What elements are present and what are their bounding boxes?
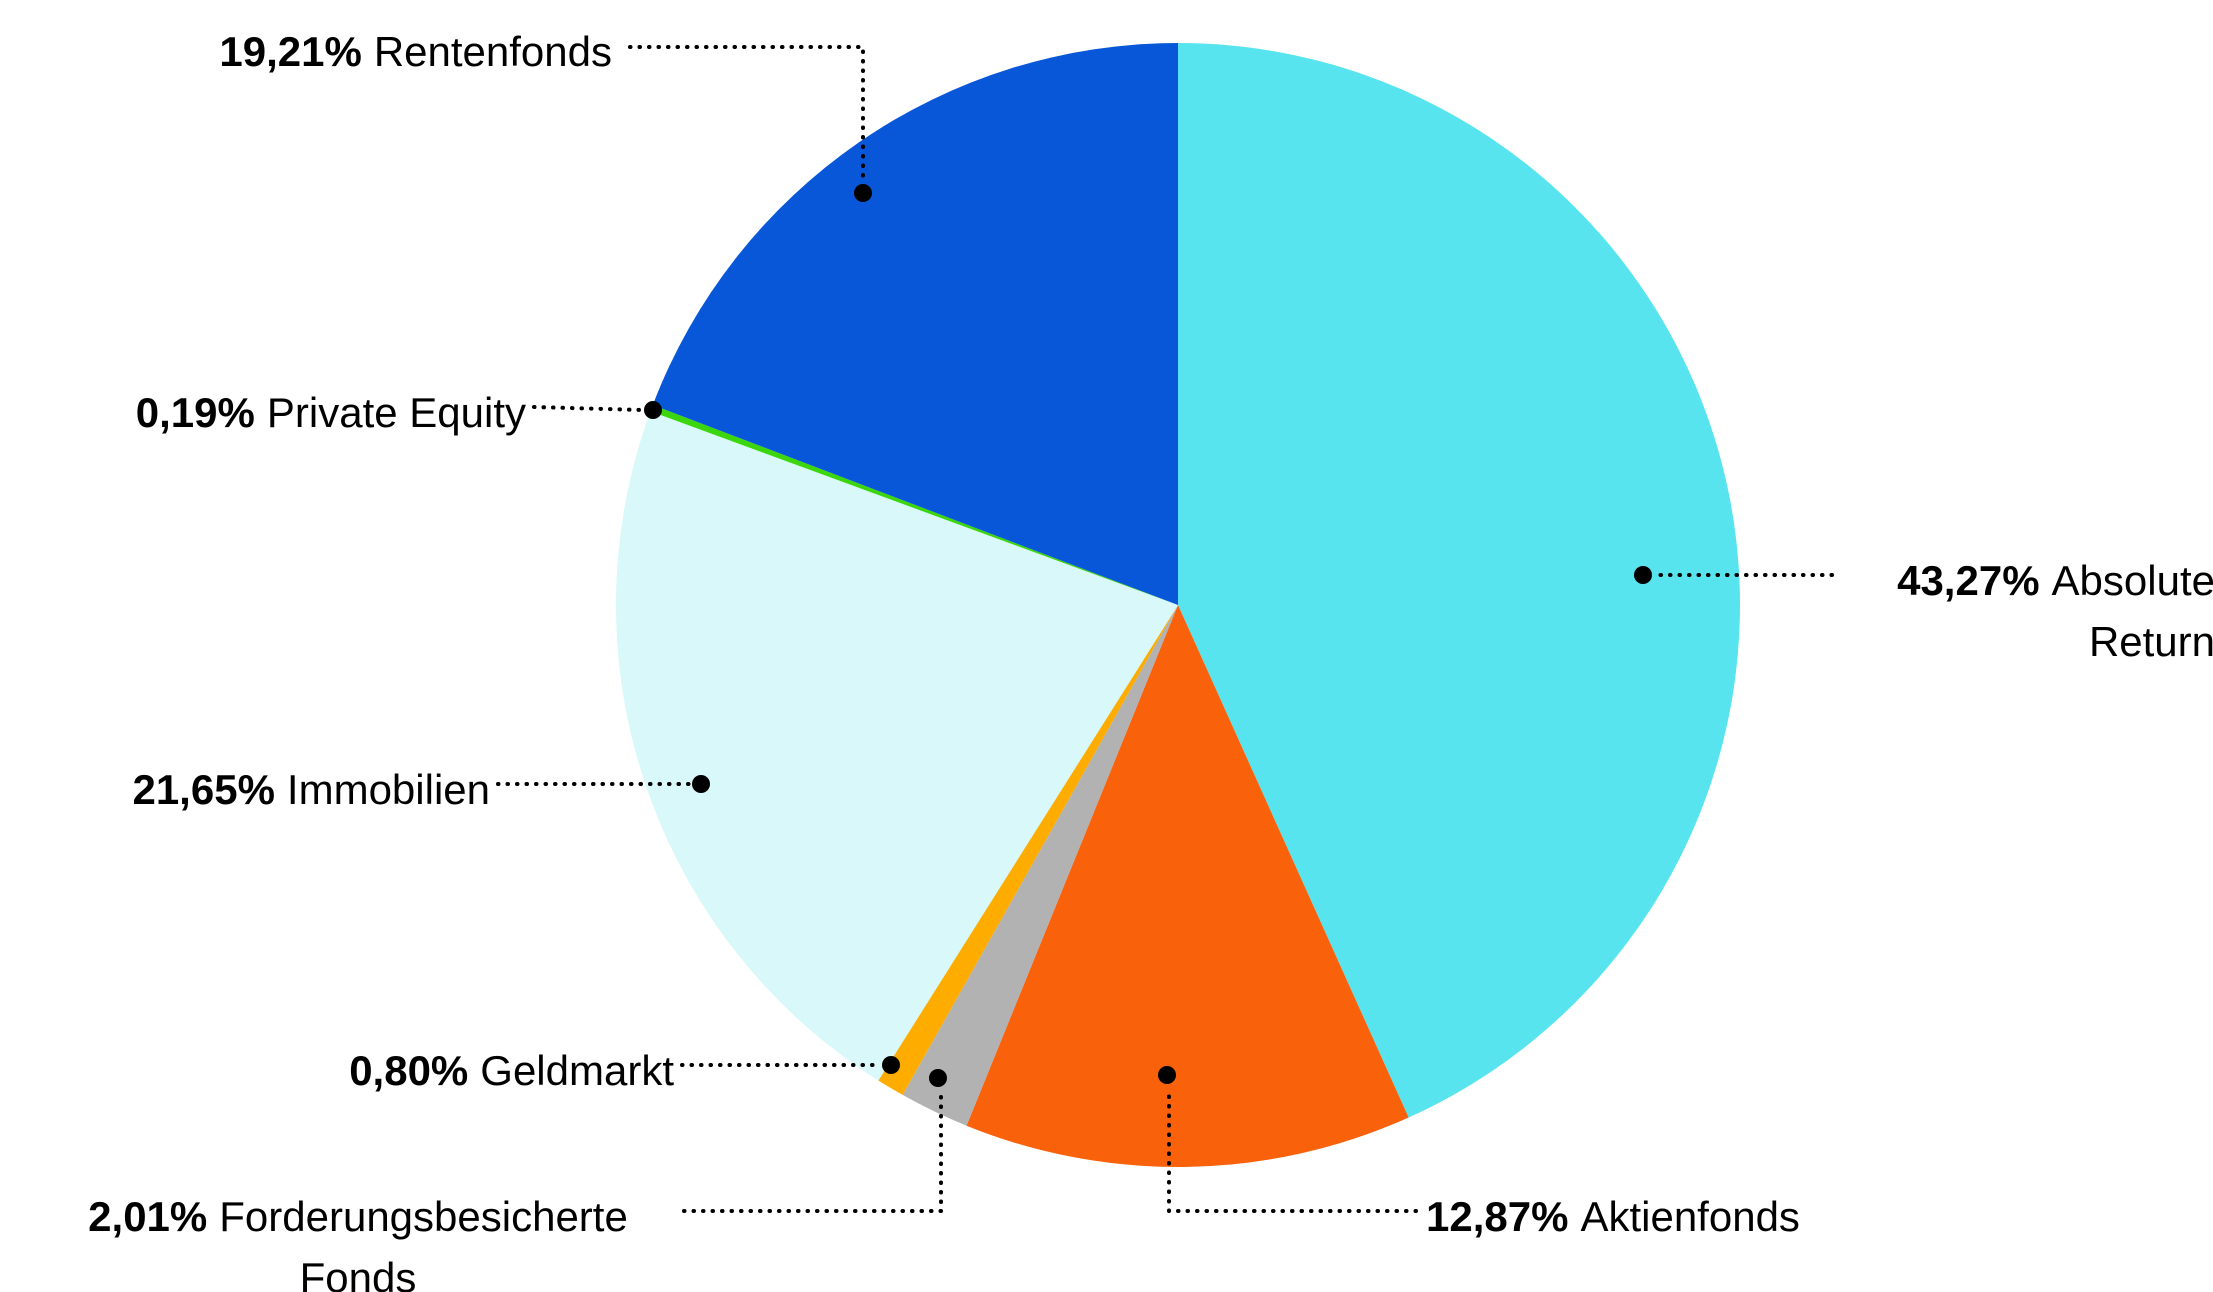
- callout-private-equity: 0,19% Private Equity: [136, 382, 526, 443]
- pie-slice-geldmarkt: [878, 605, 1178, 1095]
- callout-immobilien-label: Immobilien: [286, 766, 490, 813]
- callout-immobilien: 21,65% Immobilien: [132, 759, 490, 820]
- callout-private-equity-label: Private Equity: [266, 389, 526, 436]
- callout-aktienfonds-label: Aktienfonds: [1580, 1193, 1800, 1240]
- callout-private-equity-value: 0,19%: [135, 389, 255, 436]
- leader-line-forderungsbesicherte-fonds: [682, 1088, 943, 1213]
- leader-line-rentenfonds: [628, 45, 865, 184]
- callout-absolute-return-value: 43,27%: [1897, 557, 2040, 604]
- callout-rentenfonds-value: 19,21%: [219, 28, 362, 75]
- callout-anchor-dots: [644, 184, 1652, 1087]
- pie-slice-aktienfonds: [966, 605, 1409, 1167]
- callout-geldmarkt-label: Geldmarkt: [480, 1047, 674, 1094]
- anchor-dot-forderungsbesicherte-fonds: [929, 1069, 947, 1087]
- callout-aktienfonds-value: 12,87%: [1426, 1193, 1569, 1240]
- pie-slice-forderungsbesicherte-fonds: [902, 605, 1178, 1126]
- anchor-dot-rentenfonds: [854, 184, 872, 202]
- pie-slice-absolute-return: [1178, 43, 1740, 1118]
- callout-geldmarkt-value: 0,80%: [349, 1047, 469, 1094]
- anchor-dot-immobilien: [692, 775, 710, 793]
- anchor-dot-aktienfonds: [1158, 1066, 1176, 1084]
- callout-leader-lines: [496, 45, 1834, 1213]
- leader-line-aktienfonds: [1167, 1086, 1418, 1213]
- pie-slice-immobilien: [616, 411, 1178, 1081]
- pie-slice-private-equity: [650, 405, 1178, 605]
- callout-immobilien-value: 21,65%: [132, 766, 275, 813]
- callout-forderungsbesicherte-fonds: 2,01% Forderungsbesicherte Fonds: [43, 1186, 673, 1292]
- callout-aktienfonds: 12,87% Aktienfonds: [1426, 1186, 1800, 1247]
- anchor-dot-private-equity: [644, 401, 662, 419]
- callout-forderungsbesicherte-fonds-value: 2,01%: [88, 1193, 208, 1240]
- leader-line-private-equity: [532, 405, 644, 412]
- anchor-dot-geldmarkt: [882, 1056, 900, 1074]
- anchor-dot-absolute-return: [1634, 566, 1652, 584]
- callout-absolute-return: 43,27% Absolute Return: [1843, 550, 2213, 672]
- callout-absolute-return-label: Absolute Return: [2051, 557, 2213, 665]
- callout-rentenfonds: 19,21% Rentenfonds: [219, 21, 612, 82]
- callout-geldmarkt: 0,80% Geldmarkt: [349, 1040, 674, 1101]
- callout-forderungsbesicherte-fonds-label: Forderungsbesicherte Fonds: [219, 1193, 628, 1292]
- callout-rentenfonds-label: Rentenfonds: [373, 28, 612, 75]
- pie-slice-rentenfonds: [652, 43, 1178, 605]
- pie-slices: [616, 43, 1740, 1167]
